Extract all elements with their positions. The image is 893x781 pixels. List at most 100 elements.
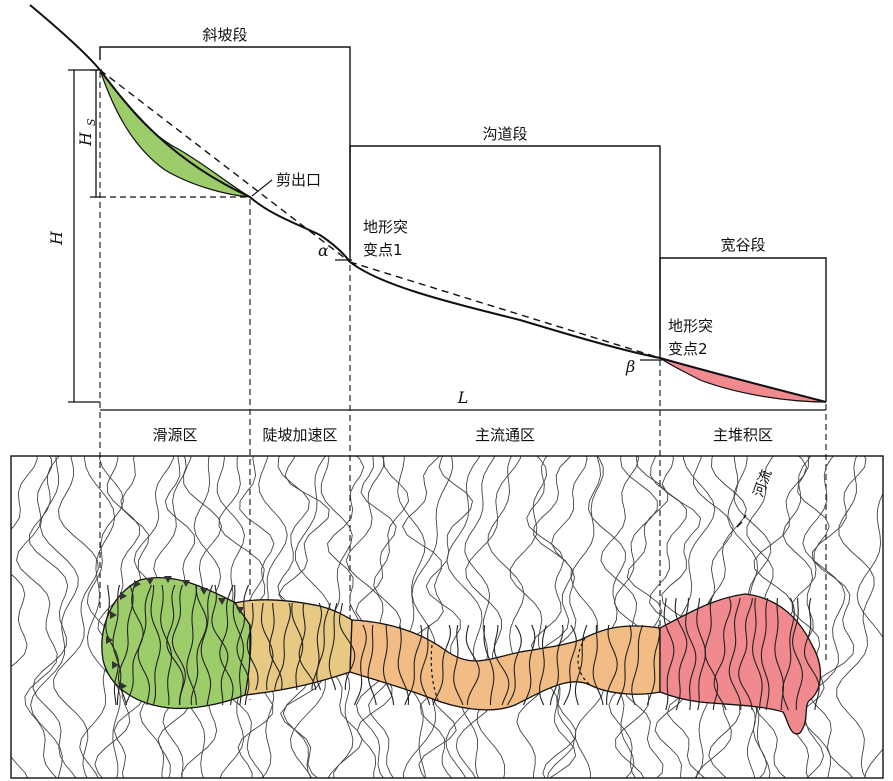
contour-line xyxy=(84,456,121,778)
contour-line xyxy=(587,456,635,778)
slide-body-contour xyxy=(404,624,423,706)
alpha-symbol: α xyxy=(318,241,329,260)
break-point-1-label-line1: 地形突 xyxy=(363,218,408,236)
slide-body-contour xyxy=(432,624,451,706)
contour-line xyxy=(79,456,124,778)
contour-line xyxy=(808,456,867,778)
scarp-tooth xyxy=(134,580,141,588)
slide-body-contour xyxy=(236,584,250,706)
slide-body-contour xyxy=(704,597,719,711)
slide-body-contour xyxy=(616,624,632,706)
contour-line xyxy=(368,456,410,778)
slide-body-contour xyxy=(150,584,161,706)
slope-segment-bracket xyxy=(99,46,351,262)
slide-body-contour xyxy=(367,624,377,706)
L-symbol: L xyxy=(457,388,469,407)
slide-body-contour xyxy=(382,625,395,706)
slide-body-contour xyxy=(246,603,259,691)
slide-source-mass xyxy=(99,69,251,198)
contour-line xyxy=(782,456,825,778)
slide-body-contour xyxy=(549,624,564,706)
slide-body-contour xyxy=(752,597,763,711)
slide-body-contour xyxy=(760,597,770,711)
contour-line xyxy=(16,456,58,778)
contour-line xyxy=(836,456,875,778)
slide-body-contour xyxy=(713,597,732,711)
slide-body-contour xyxy=(493,625,510,706)
slide-body-contour xyxy=(646,624,661,706)
map-frame xyxy=(10,455,884,779)
slide-body-contour xyxy=(353,624,367,706)
scarp-tooth xyxy=(120,592,127,600)
slide-body-contour xyxy=(219,584,234,706)
zone-label-flow: 主流通区 xyxy=(475,426,535,444)
slide-body-contour xyxy=(311,602,323,690)
slide-body-contour xyxy=(728,597,742,711)
break-point-1-label-line2: 变点1 xyxy=(363,241,403,259)
contour-line xyxy=(419,456,473,778)
zone-divider-lines xyxy=(99,72,827,700)
contour-line xyxy=(455,456,522,778)
slide-body-contour xyxy=(211,584,229,706)
slide-body-contour xyxy=(522,624,536,706)
break-point-2-label-line2: 变点2 xyxy=(668,340,708,358)
slide-body-contour xyxy=(274,602,291,691)
plan-map-section: 河流 xyxy=(10,455,884,779)
slide-body-contour xyxy=(574,624,588,706)
Hs-symbol-subscript: S xyxy=(85,118,98,126)
slide-body-contour xyxy=(631,624,644,706)
contour-line xyxy=(476,456,525,778)
slide-body-contour xyxy=(269,602,283,691)
contour-line xyxy=(445,456,483,778)
Hs-symbol-letter: H xyxy=(76,131,95,147)
contour-line xyxy=(623,456,669,778)
height-dimensions xyxy=(68,69,102,403)
segment-brackets xyxy=(99,46,827,402)
contour-line xyxy=(570,456,605,778)
channel-chord-line xyxy=(349,261,661,359)
scarp-tooth xyxy=(146,578,154,585)
slide-body-contour xyxy=(606,624,618,705)
map-zone-boundaries xyxy=(430,637,591,701)
contour-line xyxy=(355,456,397,778)
contour-line xyxy=(613,456,658,778)
contour-line xyxy=(856,492,883,778)
scarp-teeth xyxy=(106,576,244,690)
slide-body-contour xyxy=(592,624,604,706)
slide-body-contour xyxy=(338,602,356,691)
profile-section: 斜坡段 沟道段 宽谷段 H H S L 剪出口 α 地形突 变点1 xyxy=(29,4,827,700)
contour-line xyxy=(53,456,99,778)
valley-segment-label: 宽谷段 xyxy=(720,236,765,254)
slide-body-contour xyxy=(792,598,803,711)
slide-body-contour xyxy=(291,602,304,691)
scarp-tooth xyxy=(218,598,226,605)
shear-outlet-pointer xyxy=(251,179,273,197)
contour-line xyxy=(345,456,393,778)
slide-body-contour xyxy=(803,597,820,711)
channel-segment-bracket xyxy=(349,145,661,358)
slide-body-contour xyxy=(328,602,338,691)
slide-body-contour xyxy=(674,597,688,711)
slide-body-contour xyxy=(738,597,753,711)
zone-label-deposit: 主堆积区 xyxy=(713,426,773,444)
slide-body-contour xyxy=(190,584,208,706)
slide-body-contour xyxy=(420,624,431,706)
slide-body-contour xyxy=(563,624,577,706)
H-symbol: H xyxy=(47,230,66,246)
slide-body-contour xyxy=(506,624,522,706)
slope-chord-line xyxy=(99,69,351,263)
shear-outlet-label: 剪出口 xyxy=(276,171,321,189)
contour-line xyxy=(11,456,38,778)
contour-line xyxy=(402,456,454,778)
slide-body-contour xyxy=(105,584,119,706)
slide-body-contour xyxy=(200,584,214,706)
scarp-tooth xyxy=(112,661,119,669)
scarp-tooth xyxy=(164,576,172,583)
slide-body-contour xyxy=(260,602,274,691)
scarp-tooth xyxy=(182,580,190,587)
contour-line xyxy=(396,456,426,778)
contour-line xyxy=(529,456,577,778)
contour-line xyxy=(94,456,140,778)
slide-body-contour xyxy=(453,624,464,706)
